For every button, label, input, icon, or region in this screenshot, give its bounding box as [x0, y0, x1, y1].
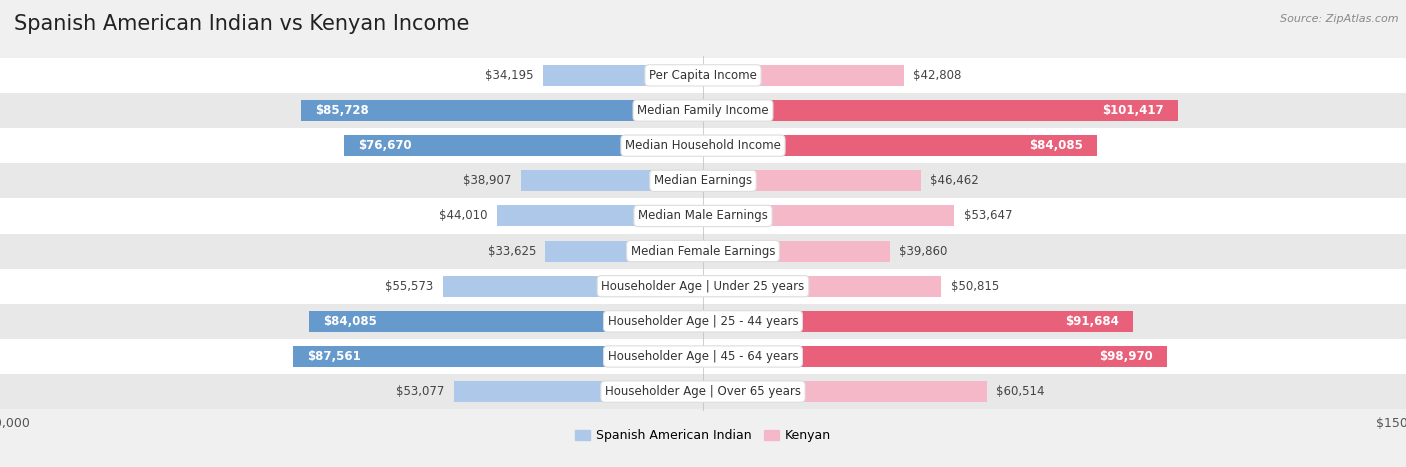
- Bar: [309, 311, 703, 332]
- Text: $85,728: $85,728: [315, 104, 368, 117]
- Legend: Spanish American Indian, Kenyan: Spanish American Indian, Kenyan: [569, 425, 837, 447]
- Bar: [343, 135, 703, 156]
- Text: $91,684: $91,684: [1064, 315, 1119, 328]
- Text: Source: ZipAtlas.com: Source: ZipAtlas.com: [1281, 14, 1399, 24]
- FancyBboxPatch shape: [0, 269, 1406, 304]
- Text: $101,417: $101,417: [1102, 104, 1164, 117]
- Bar: [703, 205, 955, 226]
- Bar: [703, 276, 941, 297]
- Bar: [703, 170, 921, 191]
- Bar: [301, 100, 703, 121]
- Bar: [443, 276, 703, 297]
- FancyBboxPatch shape: [0, 58, 1406, 93]
- FancyBboxPatch shape: [0, 163, 1406, 198]
- Text: $84,085: $84,085: [1029, 139, 1083, 152]
- FancyBboxPatch shape: [0, 304, 1406, 339]
- Text: $76,670: $76,670: [357, 139, 412, 152]
- Text: Median Male Earnings: Median Male Earnings: [638, 209, 768, 222]
- Text: Householder Age | Under 25 years: Householder Age | Under 25 years: [602, 280, 804, 293]
- Text: Median Household Income: Median Household Income: [626, 139, 780, 152]
- Bar: [703, 241, 890, 262]
- Text: $34,195: $34,195: [485, 69, 533, 82]
- Text: Median Female Earnings: Median Female Earnings: [631, 245, 775, 258]
- Text: $42,808: $42,808: [912, 69, 962, 82]
- Bar: [543, 65, 703, 86]
- Text: Median Earnings: Median Earnings: [654, 174, 752, 187]
- Text: $38,907: $38,907: [463, 174, 512, 187]
- Text: $84,085: $84,085: [323, 315, 377, 328]
- FancyBboxPatch shape: [0, 198, 1406, 234]
- Bar: [520, 170, 703, 191]
- Bar: [703, 346, 1167, 367]
- Text: $53,077: $53,077: [396, 385, 444, 398]
- Bar: [703, 135, 1097, 156]
- Text: $44,010: $44,010: [439, 209, 488, 222]
- Text: Per Capita Income: Per Capita Income: [650, 69, 756, 82]
- Bar: [703, 65, 904, 86]
- FancyBboxPatch shape: [0, 339, 1406, 374]
- Text: $55,573: $55,573: [385, 280, 433, 293]
- FancyBboxPatch shape: [0, 128, 1406, 163]
- Bar: [454, 381, 703, 402]
- Text: $98,970: $98,970: [1099, 350, 1153, 363]
- Text: Spanish American Indian vs Kenyan Income: Spanish American Indian vs Kenyan Income: [14, 14, 470, 34]
- Bar: [496, 205, 703, 226]
- Bar: [703, 100, 1178, 121]
- Text: $33,625: $33,625: [488, 245, 536, 258]
- Text: $39,860: $39,860: [900, 245, 948, 258]
- FancyBboxPatch shape: [0, 234, 1406, 269]
- Bar: [546, 241, 703, 262]
- Bar: [292, 346, 703, 367]
- Text: Householder Age | 45 - 64 years: Householder Age | 45 - 64 years: [607, 350, 799, 363]
- Text: $50,815: $50,815: [950, 280, 998, 293]
- Text: $53,647: $53,647: [963, 209, 1012, 222]
- Text: $87,561: $87,561: [307, 350, 360, 363]
- Text: $46,462: $46,462: [931, 174, 979, 187]
- Text: Householder Age | Over 65 years: Householder Age | Over 65 years: [605, 385, 801, 398]
- Text: Householder Age | 25 - 44 years: Householder Age | 25 - 44 years: [607, 315, 799, 328]
- FancyBboxPatch shape: [0, 93, 1406, 128]
- Text: $60,514: $60,514: [995, 385, 1045, 398]
- Bar: [703, 311, 1133, 332]
- FancyBboxPatch shape: [0, 374, 1406, 409]
- Bar: [703, 381, 987, 402]
- Text: Median Family Income: Median Family Income: [637, 104, 769, 117]
